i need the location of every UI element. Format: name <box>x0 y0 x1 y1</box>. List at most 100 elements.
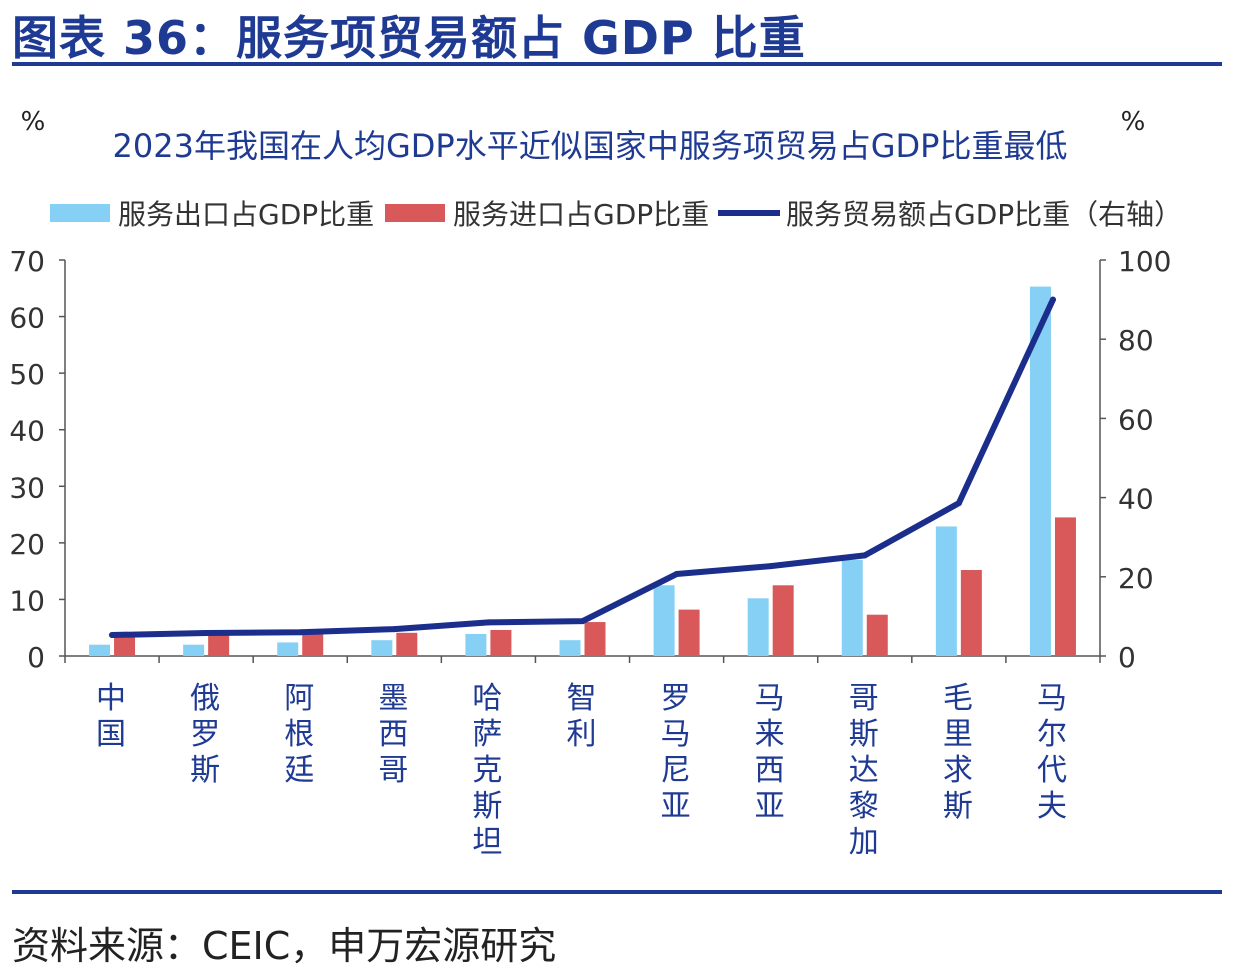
import-bar-1 <box>114 636 136 656</box>
import-bar-3 <box>302 634 324 656</box>
figure-title: 图表 36：服务项贸易额占 GDP 比重 <box>12 11 806 65</box>
chart-title: 2023年我国在人均GDP水平近似国家中服务项贸易占GDP比重最低 <box>113 127 1068 165</box>
import-bar-10 <box>960 570 982 656</box>
export-bar-2 <box>183 644 205 656</box>
left-tick-label: 10 <box>9 584 45 617</box>
bottom-rule <box>12 890 1222 894</box>
category-char: 廷 <box>284 753 314 788</box>
category-char: 马 <box>1037 681 1067 716</box>
category-char: 尔 <box>1037 717 1067 752</box>
category-char: 达 <box>849 753 879 788</box>
category-char: 国 <box>96 717 126 752</box>
import-bar-5 <box>490 629 512 656</box>
category-char: 斯 <box>849 717 879 752</box>
right-tick-label: 60 <box>1118 403 1154 436</box>
right-unit-label: % <box>1121 107 1146 137</box>
left-tick-label: 0 <box>27 641 45 674</box>
left-unit-label: % <box>21 107 46 137</box>
category-char: 斯 <box>190 753 220 788</box>
legend-label-2: 服务进口占GDP比重 <box>453 198 709 231</box>
category-char: 根 <box>284 717 314 752</box>
category-char: 尼 <box>661 753 691 788</box>
import-bar-11 <box>1054 517 1076 656</box>
category-char: 斯 <box>472 789 502 824</box>
trade-share-point-7 <box>673 571 680 578</box>
category-char: 斯 <box>943 789 973 824</box>
legend-swatch-1 <box>50 204 110 222</box>
left-tick-label: 60 <box>9 302 45 335</box>
trade-share-point-11 <box>1049 296 1056 303</box>
trade-share-point-1 <box>109 632 116 639</box>
legend-label-1: 服务出口占GDP比重 <box>118 198 374 231</box>
category-char: 代 <box>1037 753 1067 788</box>
category-char: 俄 <box>190 681 220 716</box>
left-tick-label: 50 <box>9 358 45 391</box>
export-bar-1 <box>89 644 111 656</box>
category-char: 马 <box>661 717 691 752</box>
export-bar-4 <box>371 640 393 656</box>
category-char: 加 <box>849 825 879 860</box>
category-char: 萨 <box>472 717 502 752</box>
category-char: 来 <box>755 717 785 752</box>
top-rule <box>12 62 1222 66</box>
legend-swatch-2 <box>385 204 445 222</box>
category-label-1: 中国 <box>96 681 126 752</box>
legend-label-3: 服务贸易额占GDP比重（右轴） <box>786 198 1182 231</box>
category-char: 黎 <box>849 789 879 824</box>
category-char: 罗 <box>190 717 220 752</box>
category-char: 毛 <box>943 681 973 716</box>
category-char: 马 <box>755 681 785 716</box>
category-char: 哈 <box>472 681 502 716</box>
left-tick-label: 70 <box>9 245 45 278</box>
category-label-6: 智利 <box>567 681 597 752</box>
export-bar-10 <box>935 526 957 656</box>
category-char: 求 <box>943 753 973 788</box>
trade-share-point-2 <box>203 630 210 637</box>
category-char: 哥 <box>849 681 879 716</box>
right-tick-label: 40 <box>1118 483 1154 516</box>
category-char: 阿 <box>284 681 314 716</box>
category-label-3: 阿根廷 <box>284 681 314 788</box>
category-char: 坦 <box>472 825 502 860</box>
category-label-4: 墨西哥 <box>378 681 408 788</box>
category-char: 中 <box>96 681 126 716</box>
import-bar-4 <box>396 632 418 656</box>
source-note: 资料来源：CEIC，申万宏源研究 <box>12 924 557 968</box>
category-char: 亚 <box>661 789 691 824</box>
trade-share-point-9 <box>861 552 868 559</box>
category-char: 智 <box>567 681 597 716</box>
trade-share-point-5 <box>485 619 492 626</box>
right-tick-label: 0 <box>1118 641 1136 674</box>
legend: 服务出口占GDP比重 服务进口占GDP比重 服务贸易额占GDP比重（右轴） <box>50 198 1182 231</box>
import-bar-6 <box>584 622 606 656</box>
import-bar-8 <box>772 585 794 656</box>
left-tick-label: 30 <box>9 471 45 504</box>
export-bar-8 <box>747 598 769 656</box>
category-char: 哥 <box>378 753 408 788</box>
category-char: 里 <box>943 717 973 752</box>
category-char: 利 <box>567 717 597 752</box>
import-bar-9 <box>866 614 888 656</box>
trade-share-point-8 <box>767 563 774 570</box>
left-tick-label: 20 <box>9 528 45 561</box>
right-tick-label: 100 <box>1118 245 1171 278</box>
right-tick-label: 80 <box>1118 324 1154 357</box>
axes: 0 10 20 30 40 50 60 70 0 20 40 60 80 100 <box>9 245 1171 674</box>
export-bar-7 <box>653 585 675 656</box>
export-bar-9 <box>841 559 863 656</box>
trade-share-point-10 <box>955 500 962 507</box>
trade-share-point-6 <box>579 618 586 625</box>
chart: % % 2023年我国在人均GDP水平近似国家中服务项贸易占GDP比重最低 服务… <box>9 107 1182 860</box>
left-tick-label: 40 <box>9 415 45 448</box>
category-char: 夫 <box>1037 789 1067 824</box>
export-bar-3 <box>277 642 299 656</box>
category-char: 西 <box>378 717 408 752</box>
import-bar-2 <box>208 634 230 656</box>
import-bar-7 <box>678 609 700 656</box>
category-char: 亚 <box>755 789 785 824</box>
